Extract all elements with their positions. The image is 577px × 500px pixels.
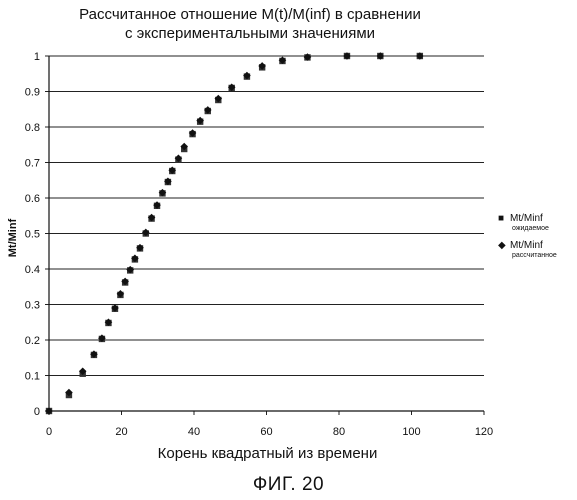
square-marker-icon: ■ [498, 214, 507, 224]
legend: ■ Mt/Minf ожидаемое ◆ Mt/Minf рассчитанн… [498, 213, 577, 267]
axes [45, 56, 484, 415]
x-tick-label: 120 [475, 426, 493, 438]
legend-sublabel-expected: ожидаемое [510, 224, 577, 233]
x-tick-label: 100 [402, 426, 420, 438]
y-tick-label: 0.5 [25, 229, 40, 241]
y-tick-label: 0.4 [25, 264, 40, 276]
x-tick-label: 60 [260, 426, 272, 438]
x-tick-label: 40 [188, 426, 200, 438]
y-tick-label: 0.3 [25, 300, 40, 312]
legend-item-expected: ■ Mt/Minf ожидаемое [498, 213, 577, 233]
y-axis-label: Mt/Minf [7, 213, 19, 263]
y-tick-label: 1 [34, 51, 40, 63]
y-tick-label: 0.6 [25, 193, 40, 205]
x-tick-label: 0 [46, 426, 52, 438]
x-axis-label: Корень квадратный из времени [50, 445, 485, 462]
y-tick-label: 0.1 [25, 371, 40, 383]
y-tick-label: 0.7 [25, 158, 40, 170]
x-tick-label: 20 [115, 426, 127, 438]
y-tick-label: 0.9 [25, 87, 40, 99]
x-tick-label: 80 [333, 426, 345, 438]
grid-lines [49, 56, 484, 376]
diamond-marker-icon: ◆ [498, 241, 507, 251]
chart-title: Рассчитанное отношение M(t)/M(inf) в сра… [0, 6, 500, 24]
y-tick-label: 0.8 [25, 122, 40, 134]
chart-title-line2: с экспериментальными значениями [0, 25, 500, 43]
legend-label-expected: Mt/Minf [510, 213, 543, 224]
legend-label-calculated: Mt/Minf [510, 240, 543, 251]
tick-labels: 0 0.1 0.2 0.3 0.4 0.5 0.6 0.7 0.8 0.9 1 0 20 40 60 80 10… [25, 51, 493, 438]
figure-caption: ФИГ. 20 [0, 474, 577, 496]
y-tick-label: 0 [34, 406, 40, 418]
legend-item-calculated: ◆ Mt/Minf рассчитанное [498, 240, 577, 260]
y-tick-label: 0.2 [25, 335, 40, 347]
legend-sublabel-calculated: рассчитанное [510, 251, 577, 260]
